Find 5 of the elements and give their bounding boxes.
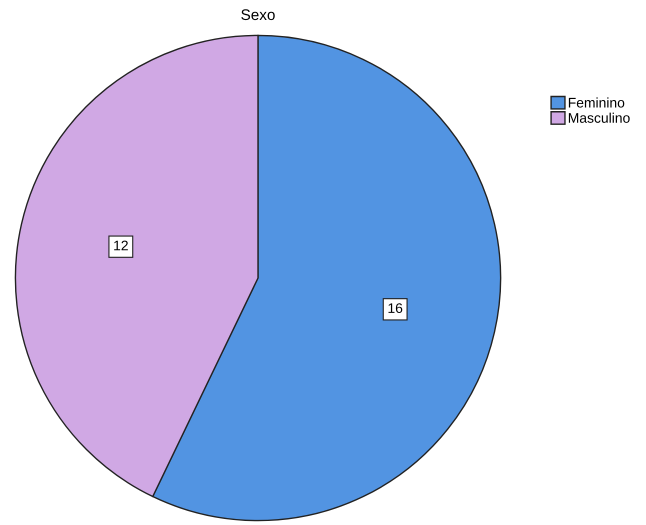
chart-title: Sexo (241, 9, 275, 20)
data-label: 12 (114, 240, 128, 250)
data-label: 16 (388, 303, 402, 314)
legend-label: Feminino (568, 97, 624, 108)
legend-label: Masculino (568, 112, 630, 123)
